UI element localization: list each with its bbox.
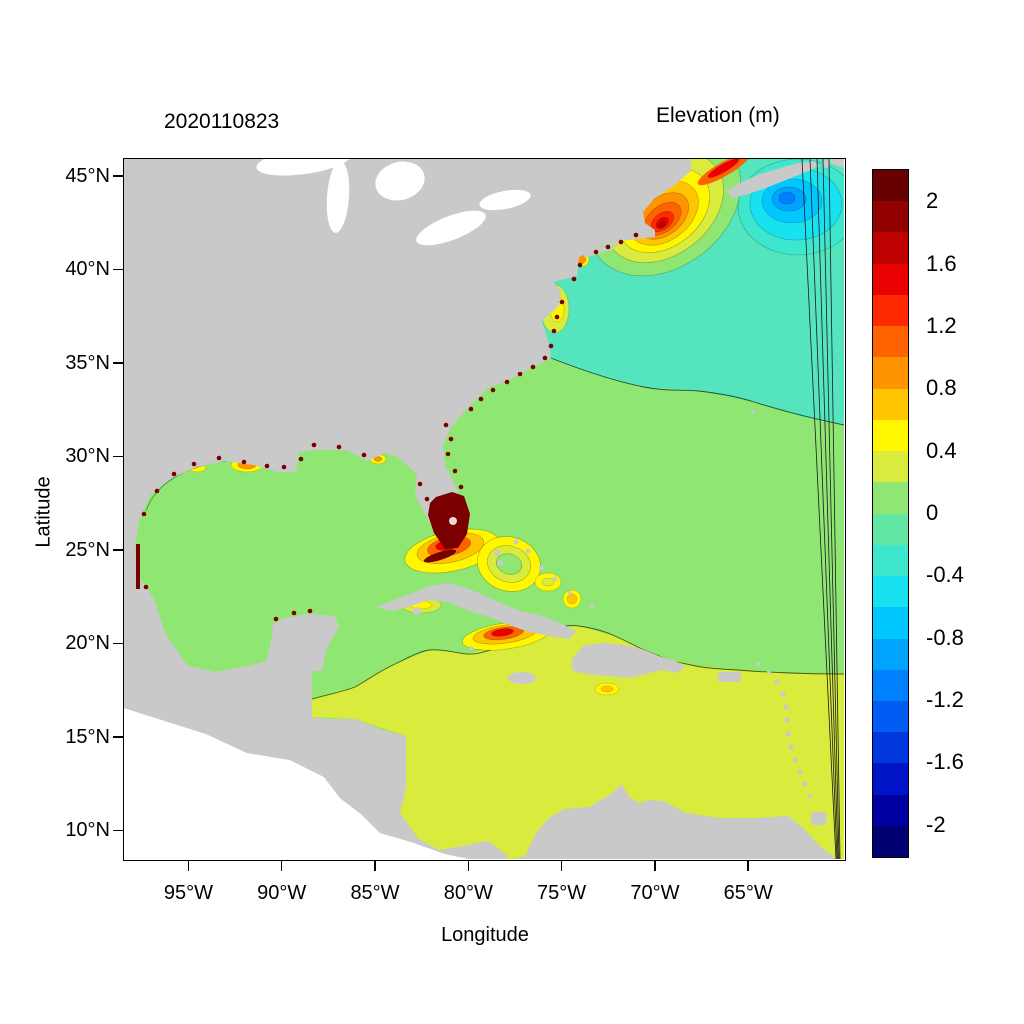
lake-okeechobee — [449, 517, 457, 525]
great-lakes — [256, 159, 531, 246]
caribbean-islands — [376, 159, 844, 825]
x-tick-label: 90°W — [257, 882, 307, 904]
y-tick-mark — [113, 455, 123, 458]
colorbar-tick-label: 0 — [926, 500, 939, 525]
south-america-land — [514, 784, 837, 859]
colorbar-cell — [873, 544, 908, 577]
y-tick-label: 45°N — [65, 164, 110, 187]
y-tick-mark — [113, 736, 123, 738]
y-tick-label: 20°N — [65, 632, 110, 655]
x-tick-mark — [374, 861, 376, 871]
colorbar-tick-label: -0.4 — [926, 562, 964, 588]
colorbar-cell — [873, 732, 908, 764]
colorbar-cell — [873, 576, 908, 608]
colorbar-cell — [873, 700, 908, 733]
y-tick-mark — [113, 549, 123, 551]
mesh-boundary-lines — [801, 159, 841, 859]
colorbar-tick-label: 1.2 — [926, 312, 957, 338]
y-tick-label: 30°N — [65, 445, 110, 468]
nova-scotia — [726, 161, 820, 198]
x-tick-label: 70°W — [630, 882, 680, 904]
south-florida-extreme — [428, 492, 470, 549]
x-tick-label: 95°W — [163, 882, 213, 904]
trinidad — [811, 812, 826, 825]
y-tick-mark — [113, 268, 123, 271]
colorbar-tick-label: -1.6 — [926, 749, 964, 775]
x-tick-mark — [560, 861, 563, 871]
hispaniola — [572, 643, 686, 678]
colorbar-cell — [873, 607, 908, 639]
x-tick-label: 75°W — [537, 882, 587, 904]
colorbar-tick-label: 0.4 — [926, 437, 957, 463]
colorbar-cell — [873, 326, 908, 358]
newfoundland-corner — [828, 159, 844, 168]
y-tick-label: 15°N — [65, 725, 110, 748]
y-tick-label: 35°N — [65, 351, 110, 374]
colorbar-cell — [873, 794, 908, 826]
colorbar-cell — [873, 638, 908, 670]
colorbar-tick-label: -2 — [926, 811, 946, 837]
y-axis-label: Latitude — [32, 476, 55, 548]
x-tick-label: 65°W — [723, 882, 773, 904]
colorbar-title: Elevation (m) — [656, 104, 780, 127]
isla-juventud — [413, 607, 421, 615]
puerto-rico — [718, 672, 741, 682]
colorbar-tick-label: -0.8 — [926, 624, 964, 650]
colorbar-cell — [873, 451, 908, 483]
jamaica — [508, 672, 536, 684]
north-america-land — [124, 159, 691, 859]
y-tick-label: 25°N — [65, 538, 110, 561]
bay-of-fundy-red-streak — [697, 159, 751, 186]
x-tick-mark — [187, 861, 190, 871]
colorbar-cell — [873, 825, 908, 858]
y-tick-mark — [113, 642, 123, 645]
y-tick-mark — [113, 175, 123, 177]
colorbar-cell — [873, 357, 908, 389]
colorbar-cell — [873, 263, 908, 295]
colorbar-tick-label: 0.8 — [926, 375, 957, 401]
x-tick-label: 85°W — [350, 882, 400, 904]
x-tick-mark — [654, 861, 656, 871]
colorbar-cell — [873, 201, 908, 233]
colorbar-cell — [873, 513, 908, 545]
colorbar-cell — [873, 763, 908, 795]
y-tick-mark — [113, 829, 123, 832]
cape-breton — [822, 160, 830, 168]
x-tick-mark — [467, 861, 470, 871]
colorbar — [872, 169, 909, 858]
colorbar-tick-label: 1.6 — [926, 250, 957, 276]
colorbar-tick-label: -1.2 — [926, 687, 964, 713]
colorbar-cell — [873, 419, 908, 452]
y-tick-mark — [113, 362, 123, 364]
y-tick-label: 40°N — [65, 258, 110, 281]
elevation-map — [124, 159, 844, 859]
x-tick-mark — [280, 861, 283, 871]
coastal-extreme-speckles — [136, 232, 639, 622]
colorbar-cell — [873, 294, 908, 327]
x-tick-label: 80°W — [443, 882, 493, 904]
map-plot — [123, 158, 846, 861]
colorbar-cell — [873, 669, 908, 701]
colorbar-cell — [873, 170, 908, 202]
colorbar-cell — [873, 482, 908, 514]
x-axis-label: Longitude — [441, 924, 529, 946]
timestamp-title: 2020110823 — [164, 110, 280, 133]
colorbar-tick-label: 2 — [926, 188, 939, 214]
bermuda — [751, 410, 755, 414]
pacific-nodata — [124, 708, 469, 859]
colorbar-cell — [873, 232, 908, 264]
colorbar-cell — [873, 388, 908, 420]
cuba — [376, 583, 576, 639]
caribbean-high-region — [312, 626, 844, 859]
bahama-bank-feature — [477, 536, 541, 592]
contour-zero-atlantic — [550, 357, 844, 426]
y-tick-label: 10°N — [65, 819, 110, 842]
x-tick-mark — [747, 861, 749, 871]
